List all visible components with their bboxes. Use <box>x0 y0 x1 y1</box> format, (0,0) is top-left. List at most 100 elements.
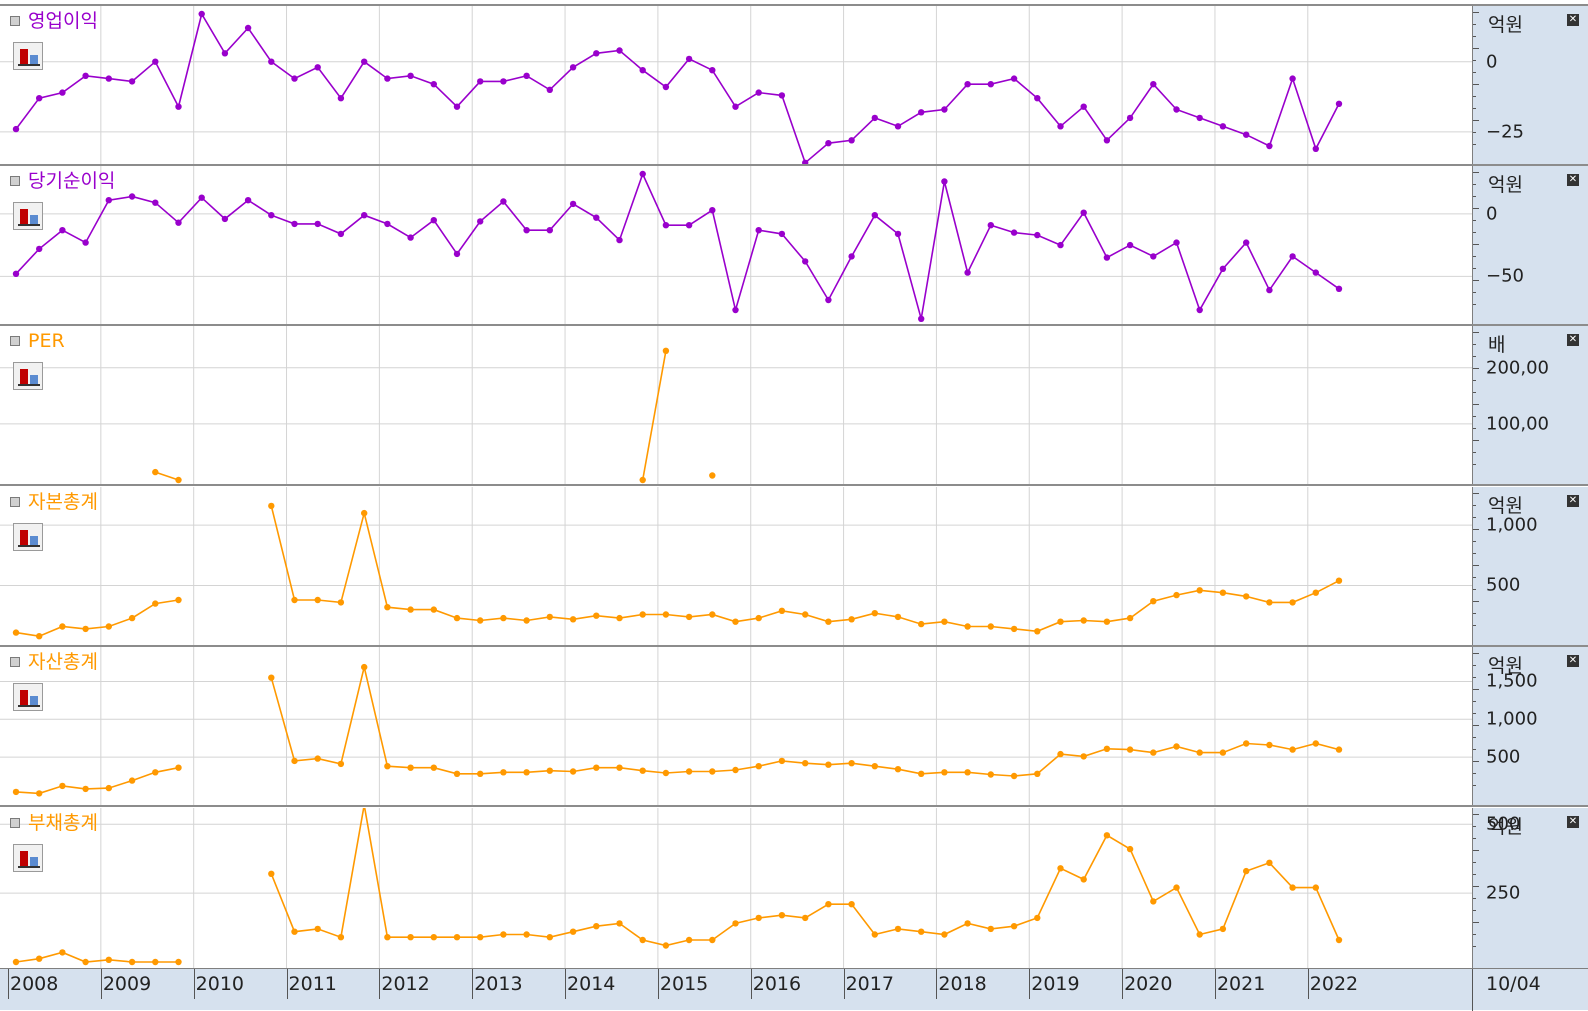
data-point <box>59 783 65 789</box>
data-point <box>616 615 622 621</box>
data-point <box>1266 742 1272 748</box>
chart-type-button[interactable] <box>13 523 43 551</box>
data-point <box>593 765 599 771</box>
data-point <box>1081 753 1087 759</box>
chart-type-button[interactable] <box>13 844 43 872</box>
data-point <box>1313 269 1319 275</box>
data-point <box>1313 590 1319 596</box>
close-panel-icon[interactable]: ✕ <box>1567 655 1579 667</box>
data-point <box>1313 884 1319 890</box>
data-point <box>709 472 715 478</box>
scale-tick-mark <box>1473 256 1476 257</box>
scale-tick-mark <box>1473 280 1479 281</box>
plot-area[interactable] <box>0 647 1472 807</box>
data-point <box>570 929 576 935</box>
data-point <box>779 912 785 918</box>
data-point <box>895 926 901 932</box>
plot-area[interactable] <box>0 326 1472 486</box>
data-point <box>1011 773 1017 779</box>
plot-area[interactable] <box>0 487 1472 647</box>
legend-marker-icon <box>10 818 20 828</box>
year-tick <box>8 969 9 999</box>
data-point <box>152 59 158 65</box>
data-point <box>431 217 437 223</box>
data-point <box>1011 626 1017 632</box>
scale-tick-mark <box>1473 517 1476 518</box>
data-point <box>593 50 599 56</box>
data-point <box>82 786 88 792</box>
data-point <box>106 197 112 203</box>
series-line <box>16 174 1339 319</box>
unit-label: 억원 <box>1488 10 1523 37</box>
data-point <box>895 231 901 237</box>
scale-tick-mark <box>1473 850 1479 851</box>
data-point <box>431 81 437 87</box>
scale-tick-mark <box>1473 677 1476 678</box>
series-legend[interactable]: PER <box>10 330 65 352</box>
legend-marker-icon <box>10 176 20 186</box>
year-label: 2014 <box>567 973 615 995</box>
data-point <box>663 222 669 228</box>
series-legend[interactable]: 부채총계 <box>10 812 98 834</box>
data-point <box>1057 619 1063 625</box>
scale-tick-mark <box>1473 653 1479 654</box>
data-point <box>1266 599 1272 605</box>
data-point <box>640 477 646 483</box>
data-point <box>547 614 553 620</box>
data-point <box>13 629 19 635</box>
plot-area[interactable] <box>0 808 1472 968</box>
data-point <box>1266 143 1272 149</box>
year-tick <box>379 969 380 999</box>
data-point <box>988 623 994 629</box>
data-point <box>686 56 692 62</box>
data-point <box>338 599 344 605</box>
data-point <box>640 67 646 73</box>
data-point <box>1011 923 1017 929</box>
series-line <box>155 472 178 480</box>
data-point <box>802 611 808 617</box>
chart-type-button[interactable] <box>13 202 43 230</box>
chart-type-button[interactable] <box>13 683 43 711</box>
scale-tick-mark <box>1473 244 1479 245</box>
data-point <box>175 597 181 603</box>
chart-type-button[interactable] <box>13 362 43 390</box>
plot-area[interactable] <box>0 166 1472 326</box>
data-point <box>1289 599 1295 605</box>
data-point <box>802 258 808 264</box>
data-point <box>407 606 413 612</box>
series-legend[interactable]: 자산총계 <box>10 651 98 673</box>
y-tick-label: 250 <box>1486 883 1520 904</box>
data-point <box>291 929 297 935</box>
series-legend[interactable]: 당기순이익 <box>10 170 115 192</box>
close-panel-icon[interactable]: ✕ <box>1567 495 1579 507</box>
data-point <box>1127 242 1133 248</box>
data-point <box>964 81 970 87</box>
data-point <box>1081 210 1087 216</box>
y-tick-label: 500 <box>1486 814 1520 835</box>
data-point <box>988 771 994 777</box>
panel-separator <box>0 484 1588 486</box>
series-legend[interactable]: 자본총계 <box>10 491 98 513</box>
close-panel-icon[interactable]: ✕ <box>1567 816 1579 828</box>
scale-tick-mark <box>1473 36 1476 37</box>
data-point <box>523 227 529 233</box>
data-point <box>570 768 576 774</box>
data-point <box>361 59 367 65</box>
data-point <box>779 608 785 614</box>
close-panel-icon[interactable]: ✕ <box>1567 14 1579 26</box>
plot-area[interactable] <box>0 6 1472 166</box>
close-panel-icon[interactable]: ✕ <box>1567 174 1579 186</box>
data-point <box>477 78 483 84</box>
scale-tick-mark <box>1473 144 1476 145</box>
year-label: 2012 <box>381 973 429 995</box>
chart-type-button[interactable] <box>13 42 43 70</box>
data-point <box>779 758 785 764</box>
data-point <box>1197 931 1203 937</box>
close-panel-icon[interactable]: ✕ <box>1567 334 1579 346</box>
scale-tick-mark <box>1473 773 1476 774</box>
data-point <box>547 227 553 233</box>
series-line <box>271 667 1339 776</box>
series-legend[interactable]: 영업이익 <box>10 10 98 32</box>
